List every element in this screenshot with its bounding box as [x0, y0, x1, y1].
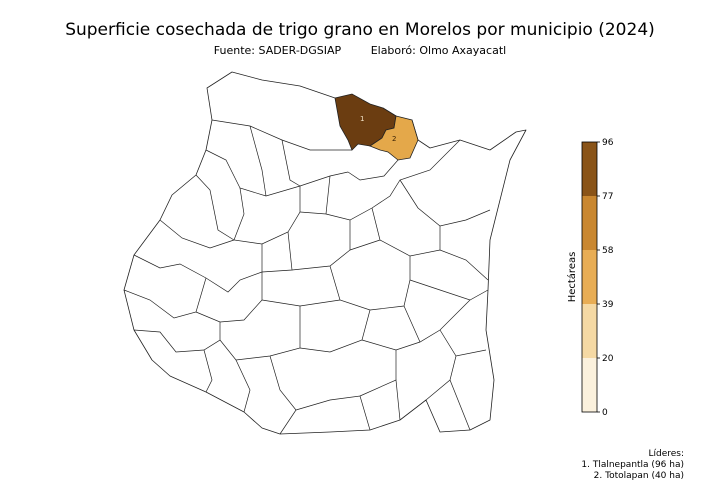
rank-label-2: 2 [392, 135, 396, 143]
source-text: Fuente: SADER-DGSIAP [213, 44, 342, 57]
colorbar-title: Hectáreas [566, 252, 578, 303]
colorbar-frame [581, 141, 598, 413]
colorbar-tick-0: 0 [602, 408, 608, 418]
colorbar-tick-39: 39 [602, 300, 614, 310]
chart-title: Superficie cosechada de trigo grano en M… [65, 20, 655, 40]
colorbar: 0 20 39 58 77 96 Hectáreas [566, 138, 614, 418]
chart-subtitle: Fuente: SADER-DGSIAP Elaboró: Olmo Axaya… [0, 44, 720, 57]
rank-label-1: 1 [360, 115, 364, 123]
colorbar-tick-96: 96 [602, 138, 614, 148]
colorbar-band-5 [582, 142, 597, 196]
municipality-boundaries [123, 119, 491, 435]
author-text: Elaboró: Olmo Axayacatl [370, 44, 507, 57]
leader-item-1: 1. Tlalnepantla (96 ha) [581, 460, 684, 470]
state-outline [123, 71, 527, 435]
colorbar-band-2 [582, 304, 597, 358]
colorbar-band-3 [582, 250, 597, 304]
leader-item-2: 2. Totolapan (40 ha) [593, 471, 684, 481]
colorbar-band-4 [582, 196, 597, 250]
colorbar-tick-58: 58 [602, 246, 614, 256]
colorbar-tick-77: 77 [602, 192, 613, 202]
leaders-box: Líderes: 1. Tlalnepantla (96 ha) 2. Toto… [581, 449, 684, 482]
colorbar-tick-20: 20 [602, 354, 614, 364]
leaders-heading: Líderes: [648, 449, 684, 459]
colorbar-band-1 [582, 358, 597, 412]
municipality-totolapan[interactable] [369, 115, 419, 161]
